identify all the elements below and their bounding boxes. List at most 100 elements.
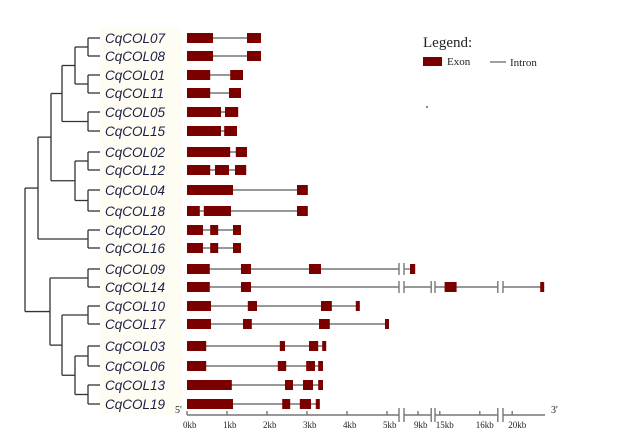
- gene-label: CqCOL01: [105, 68, 165, 83]
- exon: [187, 341, 207, 351]
- exon: [285, 380, 293, 390]
- gene-CqCOL01: [187, 70, 243, 80]
- exon: [187, 88, 211, 98]
- axis-tick-label: 0kb: [183, 420, 197, 430]
- exon: [187, 33, 213, 43]
- gene-label: CqCOL11: [105, 86, 164, 101]
- exon: [243, 319, 252, 329]
- legend-exon-swatch: [423, 57, 442, 66]
- exon: [203, 206, 231, 216]
- exon: [279, 341, 285, 351]
- gene-CqCOL15: [187, 126, 237, 136]
- exon: [187, 243, 203, 253]
- exon: [210, 243, 219, 253]
- gene-CqCOL10: [187, 301, 360, 311]
- gene-label: CqCOL12: [105, 163, 166, 178]
- exon: [282, 399, 291, 409]
- exon: [540, 282, 545, 292]
- gene-label: CqCOL14: [105, 280, 165, 295]
- three-prime-label: 3': [551, 405, 558, 416]
- exon: [318, 380, 323, 390]
- exon: [187, 361, 207, 371]
- axis-tick-label: 1kb: [223, 420, 237, 430]
- gene-CqCOL07: [187, 33, 261, 43]
- exon: [297, 206, 308, 216]
- gene-CqCOL17: [187, 319, 389, 329]
- exon: [309, 264, 321, 274]
- exon: [187, 264, 210, 274]
- axis-tick-label: 20kb: [508, 420, 527, 430]
- legend-intron-label: Intron: [510, 57, 537, 69]
- exon: [277, 361, 287, 371]
- gene-CqCOL02: [187, 147, 247, 157]
- exon: [241, 264, 251, 274]
- gene-label: CqCOL19: [105, 397, 166, 412]
- exon: [355, 301, 360, 311]
- exon: [224, 126, 237, 136]
- gene-label: CqCOL02: [105, 145, 166, 160]
- exon: [187, 301, 211, 311]
- gene-label: CqCOL04: [105, 183, 165, 198]
- axis-tick-label: 4kb: [343, 420, 357, 430]
- exon: [322, 341, 327, 351]
- gene-CqCOL16: [187, 243, 241, 253]
- exon: [187, 206, 200, 216]
- gene-label: CqCOL16: [105, 241, 166, 256]
- exon: [210, 225, 219, 235]
- legend-exon-label: Exon: [447, 56, 471, 68]
- gene-CqCOL11: [187, 88, 241, 98]
- exon: [319, 319, 330, 329]
- exon: [187, 185, 233, 195]
- gene-CqCOL12: [187, 165, 247, 175]
- exon: [187, 51, 213, 61]
- phylogenetic-tree: [24, 37, 100, 405]
- gene-CqCOL18: [187, 206, 308, 216]
- exon: [225, 107, 239, 117]
- exon: [410, 264, 416, 274]
- exon: [235, 165, 247, 175]
- gene-label: CqCOL09: [105, 262, 166, 277]
- gene-CqCOL04: [187, 185, 308, 195]
- gene-label: CqCOL20: [105, 223, 166, 238]
- stray-dot: [426, 106, 428, 108]
- gene-label: CqCOL07: [105, 31, 166, 46]
- legend-title: Legend:: [423, 35, 472, 51]
- gene-CqCOL20: [187, 225, 241, 235]
- axis-tick-label: 16kb: [476, 420, 495, 430]
- exon: [229, 88, 241, 98]
- gene-labels: CqCOL07 CqCOL08 CqCOL01 CqCOL11 CqCOL05 CqCOL…: [105, 31, 166, 412]
- exon: [241, 282, 251, 292]
- exon: [321, 301, 332, 311]
- gene-CqCOL08: [187, 51, 261, 61]
- gene-CqCOL06: [187, 361, 323, 371]
- gene-label: CqCOL17: [105, 317, 166, 332]
- five-prime-label: 5': [175, 405, 182, 416]
- axis-tick-label: 5kb: [383, 420, 397, 430]
- exon: [444, 282, 457, 292]
- gene-CqCOL19: [187, 399, 320, 409]
- exon: [187, 319, 211, 329]
- gene-CqCOL09: [187, 263, 416, 275]
- axis-tick-label: 15kb: [436, 420, 455, 430]
- exon: [306, 361, 315, 371]
- exon: [385, 319, 389, 329]
- exon: [297, 185, 308, 195]
- exon: [247, 33, 261, 43]
- exon: [303, 380, 313, 390]
- exon: [299, 399, 311, 409]
- exon: [233, 225, 241, 235]
- exon: [309, 341, 319, 351]
- exon: [230, 70, 243, 80]
- exon: [187, 399, 233, 409]
- exon: [187, 147, 231, 157]
- axis-tick-label: 3kb: [303, 420, 317, 430]
- exon: [315, 399, 320, 409]
- gene-label: CqCOL08: [105, 49, 166, 64]
- gene-label: CqCOL18: [105, 204, 166, 219]
- exon: [187, 225, 203, 235]
- axis-tick-label: 2kb: [263, 420, 277, 430]
- gene-label: CqCOL06: [105, 359, 166, 374]
- exon: [187, 70, 211, 80]
- legend: Legend: Exon Intron: [423, 35, 537, 108]
